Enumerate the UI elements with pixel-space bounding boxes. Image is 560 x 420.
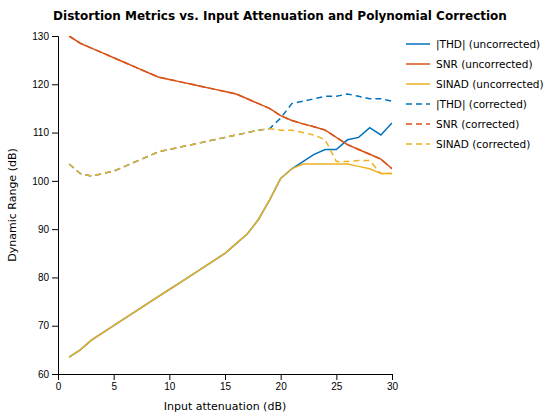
x-axis-tick-label: 15 [220,381,232,392]
legend-swatch [406,83,430,85]
series-line [69,129,392,176]
x-axis-tick: 10 [164,374,176,392]
x-axis-tick-mark [281,374,282,380]
legend-swatch [406,143,430,145]
legend-item: |THD| (corrected) [406,98,527,111]
y-axis-tick-mark [52,133,58,134]
x-axis-tick: 5 [111,374,117,392]
y-axis-tick: 130 [32,31,58,42]
series-line [69,123,392,357]
y-axis-tick-mark [52,326,58,327]
y-axis-tick-mark [52,36,58,37]
legend-label: SINAD (uncorrected) [436,78,544,90]
legend-label: SNR (corrected) [436,118,519,130]
x-axis-tick-label: 5 [111,381,117,392]
legend-swatch [406,123,430,125]
legend-swatch [406,43,430,45]
x-axis-tick-label: 10 [164,381,176,392]
legend-swatch [406,103,430,105]
x-axis-tick-mark [392,374,393,380]
y-axis-tick-mark [52,84,58,85]
x-axis-line [59,375,393,381]
legend-item: SNR (corrected) [406,118,519,130]
x-axis-tick: 15 [220,374,232,392]
x-axis-tick: 25 [331,374,343,392]
y-axis-tick: 110 [33,127,58,138]
x-axis-tick-mark [169,374,170,380]
legend-label: |THD| (corrected) [436,98,527,111]
x-axis: 0 5 10 15 20 25 30 [56,374,399,392]
legend-item: SNR (uncorrected) [406,58,533,70]
series-line [69,36,392,169]
y-axis-tick: 70 [38,320,58,331]
y-axis-tick: 80 [38,272,58,283]
x-axis-tick-label: 20 [276,381,288,392]
y-axis-tick-label: 110 [33,127,49,138]
legend: |THD| (uncorrected) SNR (uncorrected) SINA… [406,38,544,150]
y-axis-tick-label: 100 [32,176,49,187]
y-axis: 60 70 80 90 100 110 120 130 [32,31,58,380]
series-line [69,164,392,357]
legend-label: |THD| (uncorrected) [436,38,540,51]
series-line [69,94,392,176]
legend-label: SNR (uncorrected) [436,58,533,70]
legend-label: SINAD (corrected) [436,138,530,150]
x-axis-title: Input attenuation (dB) [164,400,286,413]
y-axis-tick-label: 120 [32,79,49,90]
title: Distortion Metrics vs. Input Attenuation… [53,9,507,23]
legend-item: SINAD (corrected) [406,138,530,150]
y-axis-tick-mark [52,374,58,375]
x-axis-tick-label: 25 [331,381,343,392]
y-axis-tick-label: 80 [38,272,50,283]
y-axis-tick-mark [52,229,58,230]
y-axis-tick: 60 [38,369,58,380]
y-axis-tick-mark [52,277,58,278]
x-axis-tick-mark [336,374,337,380]
lines [69,36,392,357]
x-axis-tick-mark [225,374,226,380]
x-axis-tick: 30 [387,374,399,392]
x-axis-tick-label: 0 [56,381,62,392]
y-axis-line [52,37,59,375]
y-axis-tick: 100 [32,176,58,187]
x-axis-tick-mark [114,374,115,380]
series-line [69,36,392,169]
y-axis-tick-label: 130 [32,31,49,42]
chart: 0 5 10 15 20 25 30 60 70 80 90 100 110 120 130 Distorti… [0,0,560,420]
y-axis-tick: 120 [32,79,58,90]
y-axis-tick-label: 70 [38,320,50,331]
y-axis-tick-mark [52,181,58,182]
y-axis-tick-label: 60 [38,369,50,380]
plot-area: 0 5 10 15 20 25 30 60 70 80 90 100 110 120 130 [32,31,398,392]
legend-swatch [406,63,430,65]
y-axis-title: Dynamic Range (dB) [6,148,19,261]
y-axis-tick-label: 90 [38,224,50,235]
x-axis-tick: 20 [276,374,288,392]
legend-item: |THD| (uncorrected) [406,38,540,51]
legend-item: SINAD (uncorrected) [406,78,544,90]
x-axis-tick: 0 [56,374,62,392]
y-axis-tick: 90 [38,224,58,235]
x-axis-tick-label: 30 [387,381,399,392]
